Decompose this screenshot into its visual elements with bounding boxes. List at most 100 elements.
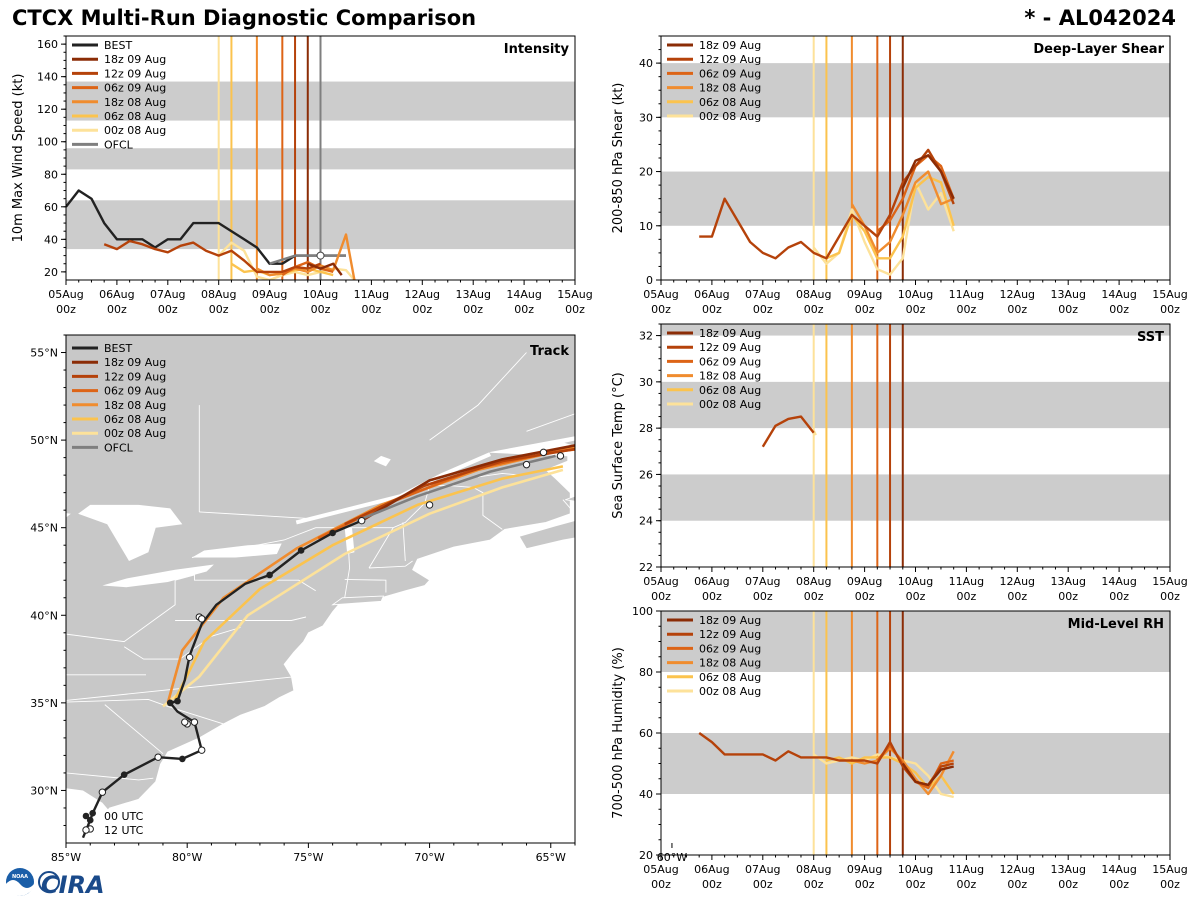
shear-xtick-label: 05Aug [643, 288, 678, 301]
track-legend-label: 06z 09 Aug [104, 385, 166, 398]
sst-ytick-label: 24 [639, 515, 653, 528]
shear-xtick-label: 00z [1109, 303, 1129, 316]
shear-legend-label: 06z 09 Aug [699, 67, 761, 80]
track-best-point-12utc [98, 788, 107, 796]
track-legend-label: 12z 09 Aug [104, 370, 166, 383]
sst-series-line [761, 415, 815, 448]
lake-michigan [66, 513, 71, 518]
sst-ytick-label: 22 [639, 561, 653, 574]
sst-xtick-label: 05Aug [643, 575, 678, 588]
lake-champlain [344, 527, 355, 554]
track-ytick-label: 45°N [30, 522, 58, 535]
cira-logo-ring [38, 871, 60, 893]
sst-xtick-label: 06Aug [694, 575, 729, 588]
sst-xtick-label: 00z [804, 590, 824, 603]
track-forecast-line [162, 468, 564, 708]
intensity-xtick-label: 08Aug [201, 288, 236, 301]
shear-xtick-label: 14Aug [1101, 288, 1136, 301]
track-best-point-12utc [190, 718, 199, 726]
track-best-point-00utc [329, 529, 336, 537]
border-nh-me [402, 522, 406, 562]
track-legend-00utc-marker [82, 812, 90, 820]
track-best-point-12utc [358, 516, 366, 525]
sst-legend-label: 00z 08 Aug [699, 398, 761, 411]
intensity-legend-label: OFCL [104, 138, 134, 151]
rh-xtick-label: 00z [753, 878, 773, 891]
shear-xtick-label: 00z [855, 303, 875, 316]
shear-series-line [850, 170, 955, 255]
sst-series-line [812, 430, 817, 436]
track-ytick-label: 40°N [30, 609, 58, 622]
sst-title: SST [1137, 330, 1164, 345]
sst-xtick-label: 10Aug [898, 575, 933, 588]
shear-band [661, 63, 1170, 118]
sst-xtick-label: 00z [1109, 590, 1129, 603]
border-ny-new-england [344, 527, 351, 598]
track-best-point-12utc [185, 653, 194, 662]
sst-band [661, 381, 1170, 429]
rh-plot-area [661, 611, 1170, 855]
track-best-point-12utc [198, 615, 206, 623]
sst-xtick-label: 00z [906, 590, 926, 603]
track-legend-label: 00z 08 Aug [104, 427, 166, 440]
border-us-canada [191, 485, 503, 558]
rh-xtick-label: 00z [1160, 878, 1180, 891]
intensity-xtick-label: 00z [565, 303, 585, 316]
track-best-point-12utc [181, 718, 189, 726]
intensity-xtick-label: 00z [362, 303, 382, 316]
shear-legend-label: 12z 09 Aug [699, 53, 761, 66]
track-xtick-label: 75°W [293, 851, 323, 864]
rh-xtick-label: 00z [1058, 878, 1078, 891]
shear-legend-label: 00z 08 Aug [699, 110, 761, 123]
shear-ytick-label: 20 [639, 166, 653, 179]
rh-ytick-label: 40 [639, 788, 653, 801]
shear-band [661, 171, 1170, 226]
intensity-ytick-label: 60 [44, 201, 58, 214]
intensity-xtick-label: 00z [412, 303, 432, 316]
rh-legend-label: 18z 08 Aug [699, 657, 761, 670]
rh-xtick-label: 09Aug [847, 863, 882, 876]
track-legend-12utc-label: 12 UTC [104, 824, 144, 837]
rh-legend-label: 12z 09 Aug [699, 628, 761, 641]
sst-band [661, 324, 1170, 336]
track-ytick-label: 55°N [30, 347, 58, 360]
track-best-point-00utc [179, 755, 186, 763]
sst-ytick-label: 28 [639, 422, 653, 435]
land-north-america [66, 335, 575, 843]
sst-xtick-label: 07Aug [745, 575, 780, 588]
sst-xtick-label: 11Aug [949, 575, 984, 588]
track-forecast-line [173, 465, 564, 700]
track-best-point-00utc [166, 699, 174, 707]
land-long-island [331, 595, 385, 606]
sst-xtick-label: 00z [1160, 590, 1180, 603]
sst-legend-label: 12z 09 Aug [699, 341, 761, 354]
rh-xtick-label: 10Aug [898, 863, 933, 876]
border-vt-nh [368, 527, 394, 569]
track-ytick-label: 30°N [30, 784, 58, 797]
shear-xtick-label: 13Aug [1050, 288, 1085, 301]
shear-xtick-label: 00z [957, 303, 977, 316]
intensity-xtick-label: 05Aug [48, 288, 83, 301]
track-xtick-label: 85°W [51, 851, 81, 864]
shear-xtick-label: 15Aug [1152, 288, 1187, 301]
rh-xtick-label: 07Aug [745, 863, 780, 876]
intensity-series-line [256, 233, 356, 280]
track-ofcl-line [356, 454, 556, 522]
rh-legend-label: 06z 08 Aug [699, 671, 761, 684]
shear-xtick-label: 00z [753, 303, 773, 316]
intensity-legend-label: 06z 08 Aug [104, 110, 166, 123]
intensity-ytick-label: 160 [37, 38, 58, 51]
intensity-xtick-label: 10Aug [303, 288, 338, 301]
track-xtick-label: 65°W [536, 851, 566, 864]
noaa-logo-text: NOAA [12, 874, 28, 880]
sst-ytick-label: 26 [639, 468, 653, 481]
intensity-xtick-label: 13Aug [455, 288, 490, 301]
rh-ytick-label: 100 [632, 605, 653, 618]
lake-ontario [192, 543, 282, 558]
shear-legend-label: 18z 08 Aug [699, 82, 761, 95]
sst-xtick-label: 00z [957, 590, 977, 603]
rh-xtick-label: 05Aug [643, 863, 678, 876]
rh-ylabel: 700-500 hPa Humidity (%) [611, 647, 626, 819]
rh-xtick-label: 00z [651, 878, 671, 891]
intensity-plot-area [66, 36, 575, 280]
